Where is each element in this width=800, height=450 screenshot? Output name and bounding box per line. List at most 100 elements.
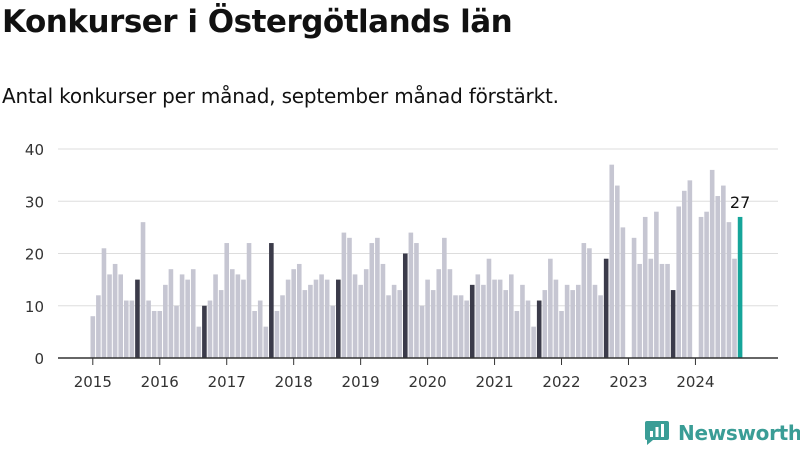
bar [654,211,659,358]
bar [330,305,336,358]
bar [598,295,603,358]
bar-chart: 0 10 20 30 40 27 2015 2016 2017 2018 2019 2020 2021 2… [25,141,778,391]
bar [308,284,313,358]
bar [481,284,486,358]
bar [737,216,743,358]
bar [492,279,497,358]
bar [587,248,592,358]
bar [715,196,721,358]
bar [196,326,202,358]
y-tick-label: 40 [25,141,44,159]
bar [497,279,503,358]
bar [90,316,96,358]
bar [230,269,235,358]
bar [363,269,369,358]
bar [274,310,280,358]
latest-value-label: 27 [730,193,750,212]
bar [352,274,358,358]
brand-name: Newsworthy [678,421,800,445]
bar [609,164,615,358]
bar [687,180,693,358]
bar [509,274,514,358]
x-tick-label: 2018 [275,373,313,391]
chart-title: Konkurser i Östergötlands län [2,4,513,40]
bar [659,263,665,358]
bar [430,290,436,358]
bar [285,279,291,358]
bar [402,253,408,358]
bar [151,310,157,358]
bar [386,295,391,358]
bar [425,279,430,358]
bar [263,326,269,358]
bar [391,284,397,358]
bar [207,300,213,358]
bar [548,258,553,358]
y-tick-label: 30 [25,193,44,211]
bar [475,274,481,358]
newsworthy-logo[interactable]: Newsworthy [644,420,800,446]
bar [592,284,598,358]
x-tick-label: 2017 [208,373,246,391]
bar [447,269,453,358]
bar [224,243,230,358]
bar [458,295,464,358]
bar [531,326,536,358]
bar [631,237,637,358]
y-tick-label: 10 [25,298,44,316]
bar [146,300,151,358]
bar [436,269,442,358]
x-tick-label: 2024 [676,373,714,391]
bar [235,274,241,358]
bar [252,310,257,358]
bar [726,222,732,358]
bar [553,279,559,358]
bar [313,279,319,358]
bar [129,300,135,358]
bar [168,269,174,358]
bar [564,284,570,358]
x-tick-label: 2015 [74,373,112,391]
bar [721,185,726,358]
bar [542,290,548,358]
bar [464,300,469,358]
bar [112,263,118,358]
bar [559,310,564,358]
bar [101,248,107,358]
bar [302,290,308,358]
bar [615,185,620,358]
bar [698,216,704,358]
bar [163,284,168,358]
bar [469,284,475,358]
x-tick-label: 2020 [409,373,447,391]
bar [704,211,709,358]
bar [107,274,112,358]
bar [637,263,642,358]
x-tick-label: 2023 [609,373,647,391]
bar [123,300,129,358]
bar [257,300,263,358]
bar [380,263,386,358]
bar [246,243,252,358]
bar [408,232,414,358]
bar [319,274,324,358]
bar [140,222,146,358]
bar [369,243,375,358]
bar [375,237,380,358]
bar [347,237,352,358]
x-tick-label: 2016 [141,373,179,391]
x-tick-label: 2021 [475,373,513,391]
bar [520,284,525,358]
bar [324,279,330,358]
bar [190,269,196,358]
bar [414,243,419,358]
bar [453,295,458,358]
bar [179,274,185,358]
bar [135,279,140,358]
bar [241,279,246,358]
bar [581,243,587,358]
bar [296,263,302,358]
bar [665,263,670,358]
bar [218,290,224,358]
bar [397,290,402,358]
